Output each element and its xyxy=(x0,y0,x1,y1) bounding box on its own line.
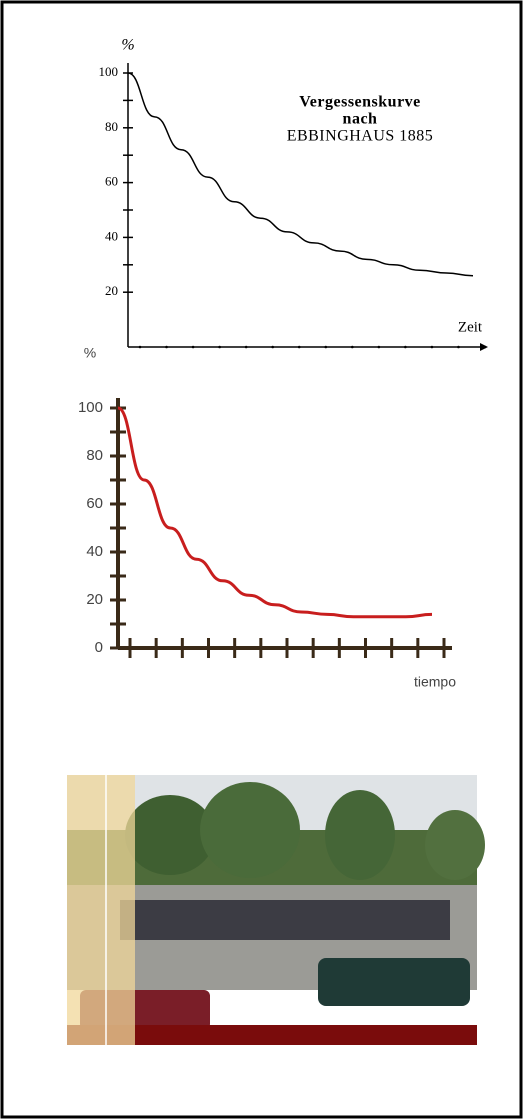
parking-lot-photo xyxy=(67,775,485,1045)
y-axis-label: % xyxy=(84,345,96,361)
curve xyxy=(127,72,474,277)
x-tick xyxy=(351,345,354,349)
x-axis-label: Zeit xyxy=(458,319,483,335)
x-axis-label: tiempo xyxy=(414,674,456,690)
x-tick xyxy=(271,345,274,349)
x-tick xyxy=(165,345,168,349)
x-tick xyxy=(191,345,195,349)
y-tick-label: 100 xyxy=(78,399,103,416)
y-tick-label: 20 xyxy=(105,283,118,298)
y-tick-label: 40 xyxy=(105,228,118,243)
x-tick xyxy=(324,345,328,349)
y-tick-label: 40 xyxy=(86,543,103,560)
y-tick-label: 100 xyxy=(99,64,119,79)
y-axis-label: % xyxy=(121,37,134,54)
y-tick-label: 20 xyxy=(86,591,103,608)
y-tick-label: 60 xyxy=(86,495,103,512)
x-tick xyxy=(297,345,301,349)
y-tick-label: 80 xyxy=(86,447,103,464)
y-tick-label: 60 xyxy=(105,174,118,189)
x-tick xyxy=(244,345,248,349)
y-tick-label: 80 xyxy=(105,119,118,134)
chart-title: EBBINGHAUS 1885 xyxy=(287,128,434,145)
x-tick xyxy=(218,345,221,349)
curve xyxy=(117,406,433,619)
chart-title: Vergessenskurve xyxy=(299,94,421,111)
chart-title: nach xyxy=(343,111,378,128)
x-tick xyxy=(483,345,487,349)
y-tick-label: 0 xyxy=(95,639,103,656)
x-tick xyxy=(457,345,460,349)
x-tick xyxy=(404,345,407,349)
x-tick xyxy=(430,345,434,349)
x-tick xyxy=(377,345,381,349)
x-tick xyxy=(138,345,142,349)
